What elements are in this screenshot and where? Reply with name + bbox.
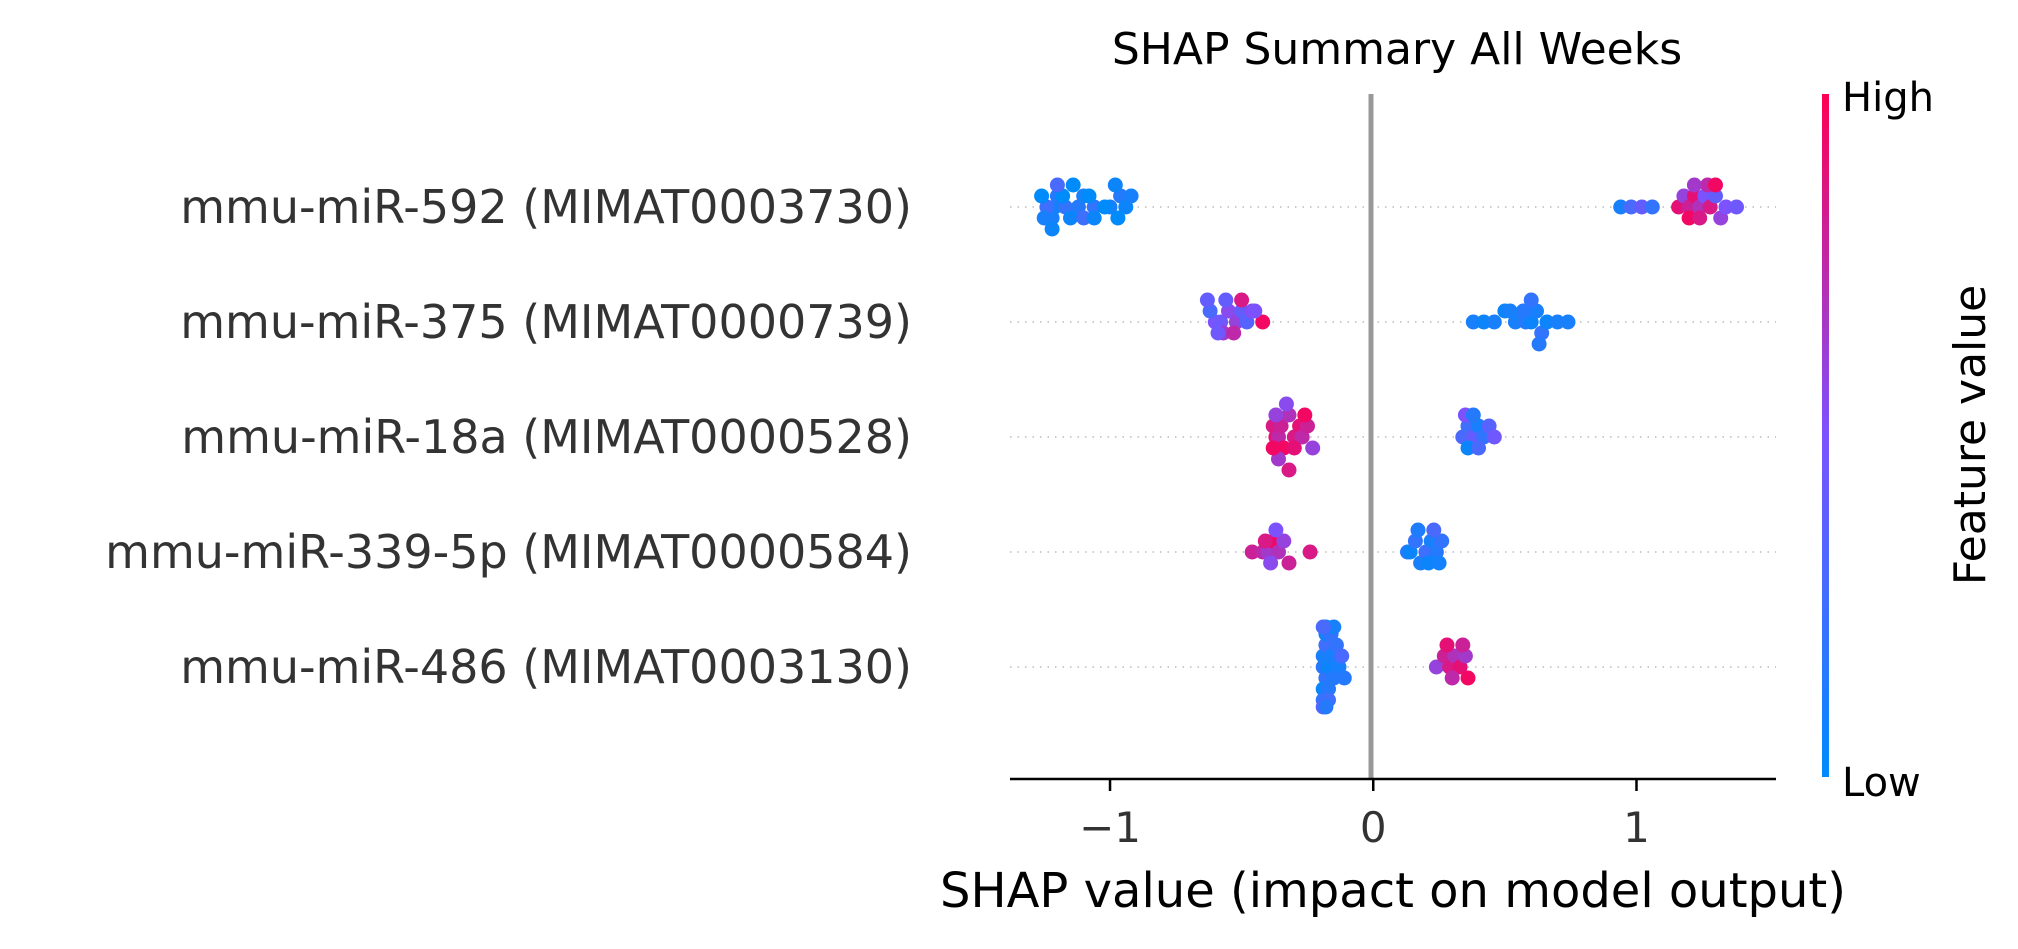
data-points bbox=[1034, 177, 1744, 715]
shap-point bbox=[1234, 292, 1250, 308]
shap-point bbox=[1644, 199, 1660, 215]
shap-point bbox=[1076, 210, 1092, 226]
shap-point bbox=[1515, 303, 1531, 319]
shap-point bbox=[1255, 314, 1271, 330]
shap-point bbox=[1502, 303, 1518, 319]
shap-point bbox=[1613, 199, 1629, 215]
shap-point bbox=[1081, 188, 1097, 204]
feature-label: mmu-miR-339-5p (MIMAT0000584) bbox=[105, 525, 912, 579]
shap-point bbox=[1063, 210, 1078, 226]
shap-point bbox=[1199, 292, 1215, 308]
shap-point bbox=[1065, 177, 1081, 193]
shap-point bbox=[1336, 670, 1352, 686]
shap-point bbox=[1428, 659, 1444, 675]
shap-point bbox=[1334, 648, 1350, 664]
shap-point bbox=[1302, 544, 1318, 560]
chart-title: SHAP Summary All Weeks bbox=[1112, 24, 1682, 75]
shap-point bbox=[1692, 210, 1708, 226]
shap-point bbox=[1434, 533, 1450, 549]
shap-point bbox=[1263, 555, 1279, 571]
shap-point bbox=[1305, 440, 1321, 456]
shap-point bbox=[1278, 396, 1294, 412]
shap-point bbox=[1426, 522, 1442, 538]
feature-label: mmu-miR-18a (MIMAT0000528) bbox=[181, 410, 912, 464]
colorbar-low-label: Low bbox=[1842, 760, 1921, 806]
shap-point bbox=[1421, 555, 1436, 571]
shap-point bbox=[1523, 292, 1539, 308]
shap-point bbox=[1686, 177, 1702, 193]
shap-point bbox=[1410, 522, 1426, 538]
shap-point bbox=[1257, 533, 1273, 549]
shap-point bbox=[1431, 555, 1447, 571]
shap-point bbox=[1097, 199, 1113, 215]
colorbar-high-label: High bbox=[1842, 75, 1934, 121]
colorbar bbox=[1822, 94, 1829, 777]
shap-point bbox=[1471, 440, 1486, 456]
shap-point bbox=[1226, 325, 1242, 341]
shap-point bbox=[1315, 619, 1331, 635]
x-tick-label: −1 bbox=[1079, 803, 1141, 852]
shap-point bbox=[1729, 199, 1744, 215]
shap-point bbox=[1708, 188, 1723, 204]
shap-point bbox=[1439, 637, 1455, 653]
shap-point bbox=[1123, 188, 1139, 204]
shap-point bbox=[1110, 210, 1126, 226]
shap-point bbox=[1465, 314, 1481, 330]
shap-point bbox=[1550, 314, 1565, 330]
shap-point bbox=[1049, 177, 1065, 193]
shap-point bbox=[1107, 177, 1123, 193]
shap-point bbox=[1465, 407, 1481, 423]
shap-point bbox=[1634, 199, 1650, 215]
shap-point bbox=[1086, 210, 1102, 226]
shap-point bbox=[1455, 637, 1471, 653]
shap-point bbox=[1681, 210, 1697, 226]
x-axis-label: SHAP value (impact on model output) bbox=[940, 863, 1846, 919]
colorbar-title: Feature value bbox=[1945, 285, 1996, 585]
shap-point bbox=[1268, 407, 1284, 423]
shap-point bbox=[1281, 555, 1297, 571]
shap-point bbox=[1444, 670, 1460, 686]
shap-point bbox=[1044, 221, 1060, 237]
shap-point bbox=[1318, 699, 1334, 715]
shap-point bbox=[1281, 462, 1297, 478]
shap-point bbox=[1486, 429, 1502, 445]
shap-point bbox=[1718, 199, 1734, 215]
shap-point bbox=[1265, 440, 1281, 456]
feature-rows: mmu-miR-592 (MIMAT0003730) mmu-miR-375 (M… bbox=[105, 180, 1776, 694]
x-tick-label: 1 bbox=[1623, 803, 1650, 852]
shap-point bbox=[1326, 619, 1342, 635]
feature-label: mmu-miR-592 (MIMAT0003730) bbox=[180, 180, 912, 234]
shap-point bbox=[1247, 303, 1263, 319]
feature-label: mmu-miR-486 (MIMAT0003130) bbox=[180, 640, 912, 694]
shap-point bbox=[1623, 199, 1639, 215]
shap-point bbox=[1268, 522, 1284, 538]
shap-point bbox=[1210, 325, 1226, 341]
shap-point bbox=[1708, 177, 1723, 193]
shap-point bbox=[1539, 314, 1555, 330]
feature-label: mmu-miR-375 (MIMAT0000739) bbox=[180, 295, 912, 349]
x-axis-ticks: −1 0 1 bbox=[1079, 779, 1650, 852]
shap-point bbox=[1034, 188, 1050, 204]
x-tick-label: 0 bbox=[1360, 803, 1387, 852]
shap-point bbox=[1297, 407, 1313, 423]
shap-point bbox=[1244, 544, 1260, 560]
shap-point bbox=[1476, 314, 1492, 330]
shap-point bbox=[1486, 314, 1502, 330]
shap-point bbox=[1460, 440, 1476, 456]
shap-point bbox=[1036, 210, 1052, 226]
shap-point bbox=[1218, 292, 1234, 308]
shap-point bbox=[1286, 440, 1302, 456]
shap-point bbox=[1560, 314, 1576, 330]
shap-point bbox=[1321, 681, 1336, 697]
shap-point bbox=[1460, 670, 1476, 686]
shap-point bbox=[1276, 533, 1292, 549]
shap-point bbox=[1531, 336, 1547, 352]
